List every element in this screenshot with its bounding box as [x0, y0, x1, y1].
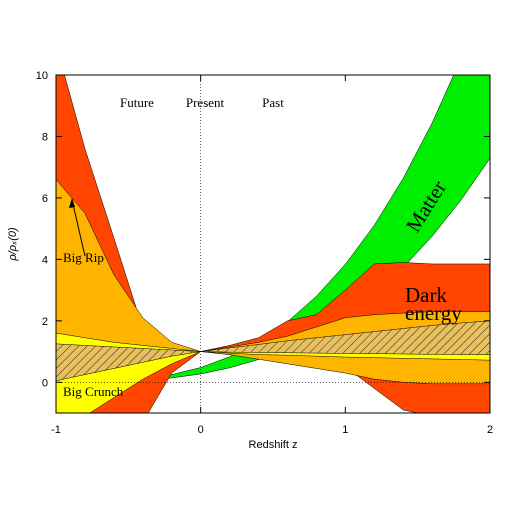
big-rip-label: Big Rip — [63, 250, 104, 265]
y-tick-label: 0 — [42, 377, 48, 389]
x-tick-label: -1 — [51, 424, 61, 436]
dark-energy-label: energy — [405, 301, 462, 325]
past-label: Past — [262, 95, 284, 110]
band — [56, 320, 490, 381]
y-tick-label: 8 — [42, 131, 48, 143]
dark-energy-label: Dark — [405, 283, 447, 307]
arrow-head — [69, 198, 75, 208]
x-axis-label: Redshift z — [249, 439, 298, 451]
band — [56, 75, 490, 383]
y-axis-label: ρ/ρₓ(0) — [7, 227, 19, 262]
big-crunch-label: Big Crunch — [63, 384, 124, 399]
arrow — [71, 199, 86, 257]
plot-area — [56, 75, 490, 413]
x-tick-label: 1 — [342, 424, 348, 436]
y-tick-label: 10 — [36, 70, 48, 82]
x-tick-label: 2 — [487, 424, 493, 436]
y-tick-label: 2 — [42, 316, 48, 328]
x-tick-label: 0 — [198, 424, 204, 436]
frame — [55, 74, 491, 414]
future-label: Future — [120, 95, 154, 110]
present-label: Present — [186, 95, 225, 110]
y-tick-label: 4 — [42, 254, 48, 266]
y-tick-label: 6 — [42, 193, 48, 205]
